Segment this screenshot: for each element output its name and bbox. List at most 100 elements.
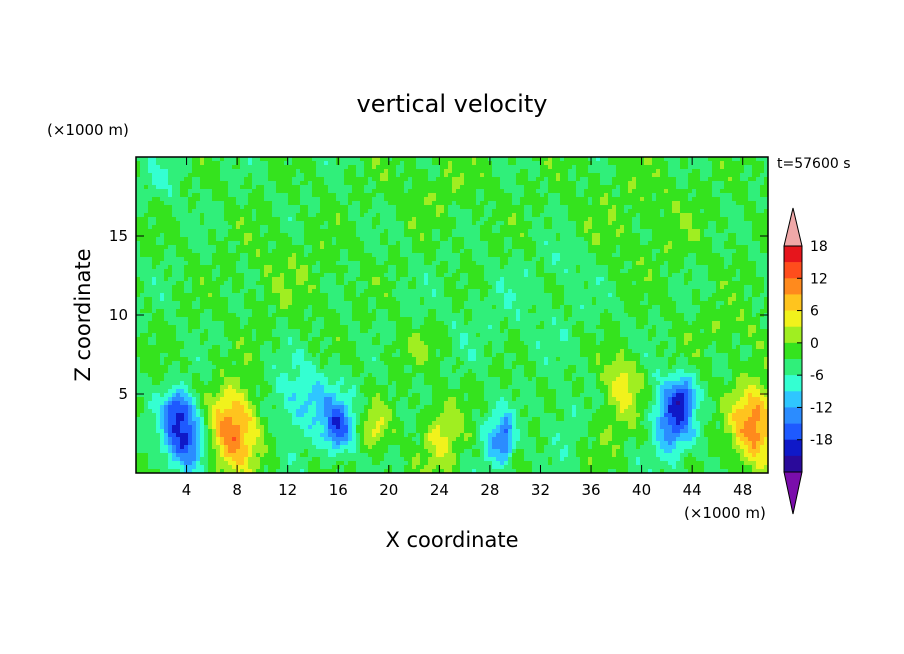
contour-cell: [316, 469, 321, 474]
contour-cell: [152, 301, 157, 306]
contour-cell: [256, 337, 261, 342]
contour-cell: [188, 309, 193, 314]
contour-cell: [156, 217, 161, 222]
contour-cell: [320, 213, 325, 218]
contour-cell: [380, 461, 385, 466]
contour-cell: [224, 261, 229, 266]
contour-cell: [244, 173, 249, 178]
contour-cell: [148, 253, 153, 258]
contour-cell: [344, 281, 349, 286]
contour-cell: [304, 293, 309, 298]
contour-cell: [292, 277, 297, 282]
contour-cell: [376, 305, 381, 310]
contour-cell: [232, 177, 237, 182]
contour-cell: [288, 189, 293, 194]
contour-cell: [204, 245, 209, 250]
contour-cell: [304, 309, 309, 314]
contour-cell: [296, 245, 301, 250]
contour-cell: [300, 465, 305, 470]
contour-cell: [332, 449, 337, 454]
contour-cell: [260, 301, 265, 306]
contour-cell: [240, 161, 245, 166]
contour-cell: [360, 281, 365, 286]
contour-cell: [320, 373, 325, 378]
contour-cell: [188, 429, 193, 434]
contour-cell: [248, 413, 253, 418]
contour-cell: [236, 213, 241, 218]
contour-cell: [264, 241, 269, 246]
contour-cell: [272, 277, 277, 282]
contour-cell: [316, 241, 321, 246]
contour-cell: [380, 293, 385, 298]
contour-cell: [212, 221, 217, 226]
contour-cell: [200, 281, 205, 286]
contour-cell: [264, 457, 269, 462]
contour-cell: [208, 453, 213, 458]
contour-cell: [320, 185, 325, 190]
contour-cell: [204, 237, 209, 242]
contour-cell: [280, 365, 285, 370]
contour-cell: [288, 433, 293, 438]
contour-cell: [344, 177, 349, 182]
contour-cell: [196, 193, 201, 198]
contour-cell: [312, 309, 317, 314]
contour-cell: [244, 441, 249, 446]
contour-cell: [228, 309, 233, 314]
contour-cell: [316, 273, 321, 278]
contour-cell: [348, 389, 353, 394]
contour-cell: [256, 225, 261, 230]
contour-cell: [160, 229, 165, 234]
contour-cell: [268, 169, 273, 174]
contour-cell: [248, 237, 253, 242]
contour-cell: [248, 181, 253, 186]
contour-cell: [176, 189, 181, 194]
contour-cell: [348, 161, 353, 166]
contour-cell: [180, 241, 185, 246]
contour-cell: [324, 253, 329, 258]
contour-cell: [216, 441, 221, 446]
contour-cell: [260, 249, 265, 254]
contour-cell: [152, 221, 157, 226]
contour-cell: [372, 377, 377, 382]
contour-cell: [156, 449, 161, 454]
contour-cell: [240, 397, 245, 402]
contour-cell: [252, 237, 257, 242]
contour-cell: [252, 357, 257, 362]
contour-cell: [228, 465, 233, 470]
contour-cell: [148, 397, 153, 402]
contour-cell: [208, 269, 213, 274]
contour-cell: [300, 449, 305, 454]
contour-cell: [384, 161, 389, 166]
contour-cell: [232, 381, 237, 386]
contour-cell: [288, 361, 293, 366]
contour-cell: [152, 305, 157, 310]
contour-cell: [356, 185, 361, 190]
contour-cell: [276, 217, 281, 222]
contour-cell: [352, 373, 357, 378]
contour-cell: [264, 449, 269, 454]
contour-cell: [192, 205, 197, 210]
contour-cell: [288, 297, 293, 302]
contour-cell: [276, 193, 281, 198]
contour-cell: [232, 193, 237, 198]
contour-cell: [140, 405, 145, 410]
contour-cell: [148, 273, 153, 278]
contour-cell: [208, 405, 213, 410]
contour-cell: [244, 201, 249, 206]
contour-cell: [176, 425, 181, 430]
contour-cell: [148, 369, 153, 374]
contour-cell: [268, 209, 273, 214]
contour-cell: [360, 289, 365, 294]
contour-cell: [368, 413, 373, 418]
contour-cell: [284, 185, 289, 190]
contour-cell: [344, 213, 349, 218]
contour-cell: [140, 265, 145, 270]
contour-cell: [228, 397, 233, 402]
contour-cell: [200, 233, 205, 238]
contour-cell: [248, 161, 253, 166]
contour-cell: [284, 253, 289, 258]
contour-cell: [256, 441, 261, 446]
contour-cell: [320, 453, 325, 458]
contour-cell: [344, 441, 349, 446]
contour-cell: [168, 277, 173, 282]
